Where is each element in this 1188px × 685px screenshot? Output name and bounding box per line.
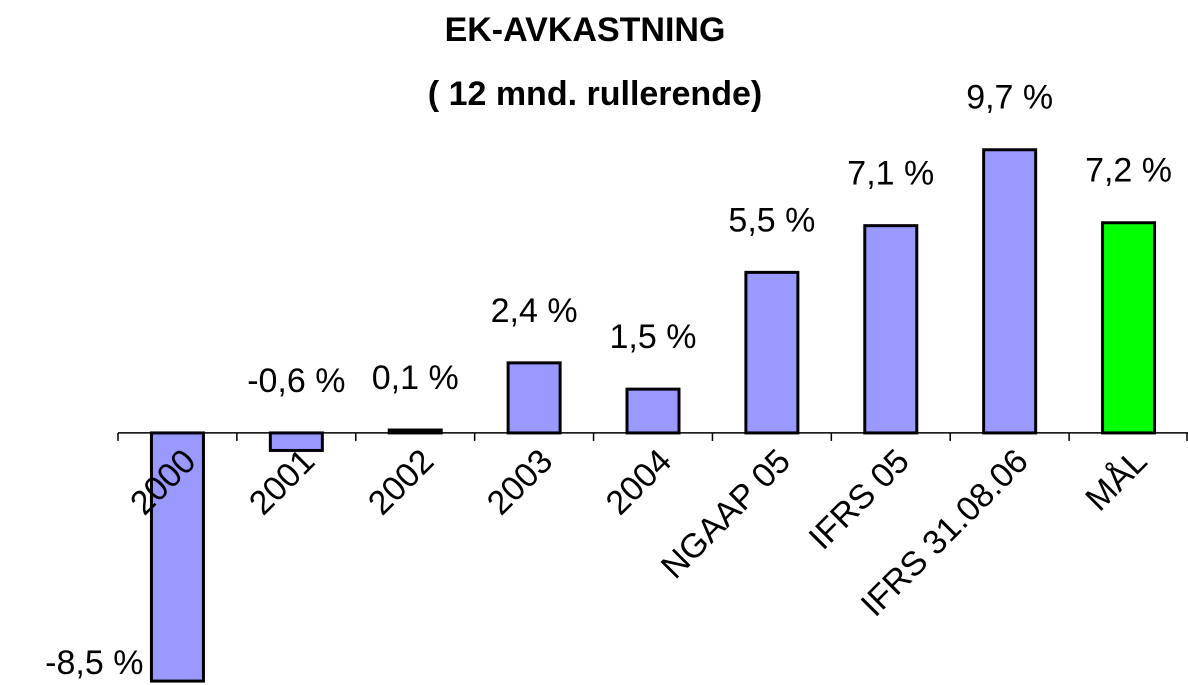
- value-label: -8,5 %: [45, 644, 143, 682]
- bar: [863, 224, 919, 435]
- value-label: 1,5 %: [610, 318, 697, 356]
- value-label: -0,6 %: [247, 362, 345, 400]
- value-label: 2,4 %: [491, 292, 578, 330]
- x-tick-label: 2001: [242, 442, 322, 522]
- value-label: 7,2 %: [1085, 152, 1172, 190]
- x-tick-label: 2004: [599, 442, 679, 522]
- x-tick-label: IFRS 05: [802, 442, 917, 557]
- bar: [744, 270, 800, 435]
- bar: [982, 148, 1038, 435]
- x-tick-label: 2002: [361, 442, 441, 522]
- chart-title: EK-AVKASTNING: [445, 11, 726, 49]
- value-label: 9,7 %: [966, 79, 1053, 117]
- x-tick-label: NGAAP 05: [654, 442, 798, 586]
- value-label: 5,5 %: [728, 201, 815, 239]
- bar: [506, 361, 562, 435]
- chart-subtitle: ( 12 mnd. rullerende): [428, 75, 762, 113]
- value-label: 0,1 %: [372, 359, 459, 397]
- bar: [149, 431, 205, 683]
- x-tick-label: MÅL: [1078, 442, 1154, 518]
- bar: [1101, 221, 1157, 435]
- bar: [625, 387, 681, 435]
- value-label: 7,1 %: [847, 155, 934, 193]
- x-tick-label: 2003: [480, 442, 560, 522]
